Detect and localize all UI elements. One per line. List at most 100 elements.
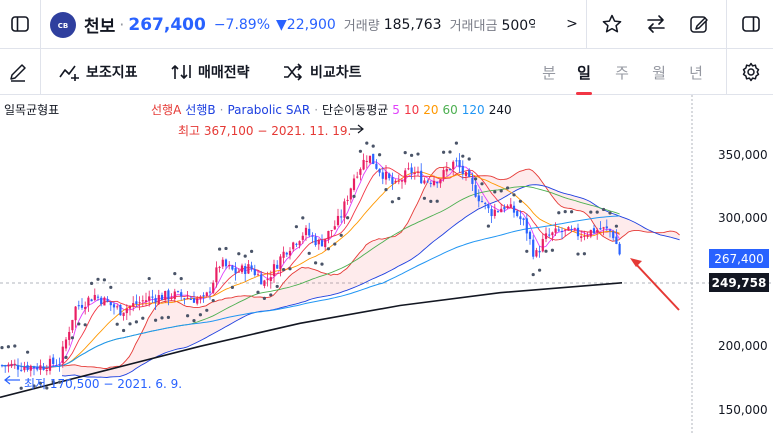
legend-span-a: 선행A [151, 103, 182, 117]
candle-body [154, 298, 157, 303]
candle-body [100, 297, 103, 305]
indicators-button[interactable]: 보조지표 [58, 49, 138, 95]
candle-body [173, 291, 176, 300]
candle-body [64, 339, 68, 349]
candle-body [359, 169, 362, 175]
sidebar-toggle-icon[interactable] [2, 6, 38, 42]
sar-dot [38, 381, 43, 385]
drawing-pencil-icon[interactable] [0, 54, 36, 90]
sar-dot [269, 293, 273, 297]
candle-body [23, 367, 26, 371]
ichimoku-legend[interactable]: 일목균형표 [4, 103, 60, 117]
candle-body [103, 297, 106, 306]
candle-body [592, 228, 596, 234]
strategy-button[interactable]: 매매전략 [170, 49, 250, 95]
candle-body [532, 239, 535, 257]
candle-body [503, 207, 506, 210]
sar-dot [243, 254, 247, 258]
candle-body [388, 173, 391, 179]
timeframe-week[interactable]: 주 [615, 63, 629, 82]
more-info-chevron-icon[interactable]: > [566, 16, 578, 32]
sar-dot [288, 267, 292, 271]
candle-body [400, 180, 404, 182]
timeframe-year[interactable]: 년 [689, 63, 703, 82]
candle-body [186, 297, 189, 299]
candle-body [4, 365, 7, 367]
candle-body [276, 264, 279, 269]
candle-body [544, 233, 548, 239]
panel-toggle-icon[interactable] [733, 6, 769, 42]
timeframe-month[interactable]: 월 [652, 63, 666, 82]
candle-body [397, 180, 400, 182]
star-icon[interactable] [594, 6, 630, 42]
sar-dot [51, 380, 55, 384]
legend-ma60: 60 [442, 103, 458, 117]
candle-body [423, 180, 426, 184]
candle-body [500, 208, 503, 213]
candle-body [292, 242, 295, 250]
candle-body [317, 240, 320, 245]
candle-body [596, 229, 599, 233]
sar-dot [275, 284, 279, 289]
sar-dot [173, 272, 177, 276]
candle-body [10, 363, 13, 367]
candle-body [224, 259, 228, 267]
axis-tick: 300,000 [718, 211, 768, 225]
sar-dot [186, 314, 190, 318]
candle-body [20, 369, 23, 371]
candle-body [221, 259, 224, 267]
candle-body [365, 160, 368, 162]
swap-icon[interactable] [638, 6, 674, 42]
sar-dot [198, 313, 202, 317]
timeframe-day[interactable]: 일 [569, 49, 599, 95]
compare-button[interactable]: 비교차트 [282, 49, 362, 95]
candle-body [247, 264, 250, 274]
sar-dot [371, 144, 375, 148]
candle-body [279, 256, 282, 270]
symbol-name[interactable]: 천보 [84, 17, 116, 37]
candle-body [176, 291, 180, 293]
sar-dot [32, 384, 36, 388]
candle-body [52, 357, 55, 364]
candle-body [144, 300, 148, 302]
sar-dot [294, 225, 298, 229]
candle-body [381, 172, 384, 179]
sar-dot [218, 247, 222, 251]
cloud-fill [62, 166, 680, 378]
price-chart[interactable] [0, 95, 773, 433]
candle-body [368, 155, 372, 163]
candle-body [90, 299, 93, 302]
sar-dot [230, 285, 234, 289]
amount-label: 거래대금 [449, 19, 498, 34]
candle-body [84, 306, 87, 310]
timeframe-minute[interactable]: 분 [542, 63, 556, 82]
red-arrow-annotation [630, 258, 680, 311]
volume-value: 185,763 [383, 16, 442, 33]
low-arrow [4, 375, 20, 385]
legend-bullet: · [219, 103, 224, 117]
sar-dot [134, 320, 138, 324]
sar-dot [429, 199, 433, 203]
sar-dot [614, 224, 619, 228]
sar-dot [403, 150, 407, 155]
candle-body [384, 171, 388, 180]
settings-gear-icon[interactable] [733, 54, 769, 90]
sar-dot [122, 328, 126, 333]
strategy-label: 매매전략 [198, 65, 250, 81]
candle-body [468, 170, 471, 177]
legend-ma: 단순이동평균 [322, 103, 389, 117]
sar-dot [448, 150, 452, 154]
candle-body [16, 365, 20, 370]
sar-dot [595, 210, 599, 214]
candle-body [567, 227, 570, 231]
candle-body [477, 195, 480, 202]
sar-dot [102, 278, 106, 282]
edit-icon[interactable] [681, 6, 717, 42]
candle-body [295, 243, 298, 245]
candle-body [372, 153, 375, 164]
ichimoku-cloud [61, 166, 680, 378]
candle-body [71, 319, 74, 331]
toolbar-divider [726, 49, 727, 95]
candle-body [285, 252, 288, 255]
candle-body [493, 209, 496, 216]
